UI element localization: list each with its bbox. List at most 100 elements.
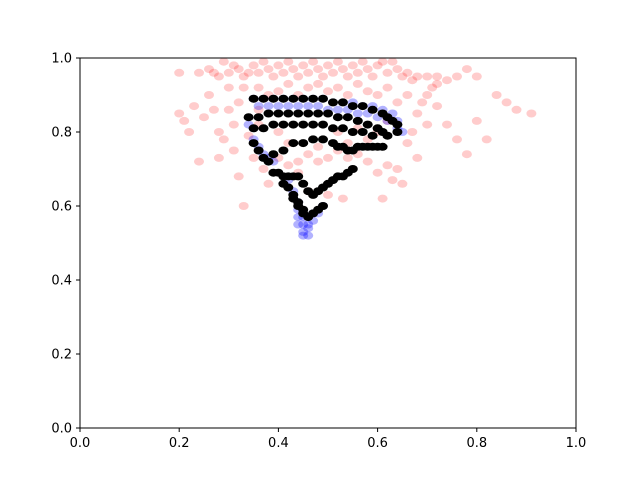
point-red bbox=[337, 194, 348, 203]
point-blue bbox=[273, 102, 284, 111]
point-red bbox=[342, 153, 353, 162]
x-tick-label: 0.6 bbox=[367, 436, 388, 451]
point-red bbox=[422, 91, 433, 99]
point-red bbox=[382, 161, 393, 170]
point-red bbox=[174, 109, 185, 118]
point-red bbox=[526, 109, 537, 118]
point-black bbox=[273, 109, 284, 118]
point-black bbox=[263, 109, 274, 118]
point-red bbox=[213, 153, 224, 162]
point-red bbox=[397, 179, 408, 188]
point-red bbox=[238, 83, 249, 92]
point-red bbox=[328, 68, 338, 77]
point-red bbox=[283, 161, 294, 170]
y-axis: 0.0 0.2 0.4 0.6 0.8 1.0 bbox=[51, 52, 80, 437]
point-red bbox=[442, 76, 452, 85]
point-red bbox=[332, 83, 343, 92]
point-red bbox=[432, 102, 443, 111]
point-red bbox=[223, 68, 234, 77]
point-red bbox=[471, 72, 482, 81]
point-blue bbox=[283, 102, 294, 111]
x-tick-label: 0.2 bbox=[169, 436, 190, 451]
point-red bbox=[452, 135, 462, 144]
point-black bbox=[288, 194, 299, 203]
point-red bbox=[461, 65, 472, 74]
point-black bbox=[347, 165, 358, 173]
point-red bbox=[402, 68, 413, 77]
point-black bbox=[332, 113, 343, 122]
point-blue bbox=[303, 102, 314, 111]
point-red bbox=[352, 68, 363, 77]
point-red bbox=[422, 120, 433, 129]
point-blue bbox=[293, 220, 304, 229]
point-blue bbox=[332, 105, 343, 114]
y-tick-label: 0.6 bbox=[51, 200, 72, 215]
point-black bbox=[392, 128, 403, 136]
point-black bbox=[367, 131, 378, 140]
point-red bbox=[407, 128, 418, 136]
series-black bbox=[243, 94, 403, 222]
point-blue bbox=[263, 102, 274, 111]
point-red bbox=[293, 157, 304, 166]
point-red bbox=[392, 98, 403, 107]
point-red bbox=[303, 68, 314, 77]
x-tick-label: 1.0 bbox=[566, 436, 587, 451]
point-black bbox=[337, 124, 348, 133]
point-red bbox=[174, 68, 185, 77]
point-black bbox=[293, 109, 304, 118]
point-red bbox=[194, 157, 204, 166]
point-red bbox=[268, 72, 279, 81]
point-red bbox=[387, 57, 398, 66]
point-red bbox=[382, 68, 393, 77]
point-red bbox=[273, 128, 284, 136]
point-red bbox=[352, 79, 363, 88]
point-red bbox=[372, 168, 383, 177]
point-black bbox=[293, 202, 304, 210]
point-red bbox=[233, 65, 244, 74]
point-red bbox=[208, 68, 219, 77]
point-black bbox=[308, 94, 319, 103]
point-black bbox=[392, 120, 403, 129]
point-red bbox=[417, 98, 428, 107]
point-red bbox=[501, 98, 512, 107]
point-red bbox=[283, 57, 294, 66]
point-blue bbox=[298, 231, 309, 240]
point-red bbox=[461, 150, 472, 159]
point-red bbox=[313, 157, 324, 166]
point-red bbox=[233, 172, 244, 181]
point-red bbox=[407, 76, 418, 85]
point-red bbox=[377, 57, 388, 66]
point-red bbox=[323, 87, 333, 96]
point-red bbox=[253, 68, 264, 77]
point-red bbox=[392, 165, 403, 173]
point-red bbox=[213, 72, 224, 81]
point-red bbox=[208, 105, 219, 114]
point-black bbox=[288, 139, 299, 148]
point-red bbox=[189, 102, 200, 111]
point-black bbox=[318, 135, 328, 144]
y-tick-label: 0.2 bbox=[51, 348, 72, 363]
point-black bbox=[258, 94, 269, 103]
point-red bbox=[213, 128, 224, 136]
point-black bbox=[278, 94, 289, 103]
point-red bbox=[238, 72, 249, 81]
point-red bbox=[347, 61, 358, 70]
point-red bbox=[273, 61, 284, 70]
point-red bbox=[228, 146, 239, 155]
y-tick-label: 0.4 bbox=[51, 274, 72, 289]
point-blue bbox=[303, 224, 314, 233]
point-red bbox=[218, 135, 229, 144]
point-red bbox=[248, 61, 259, 70]
point-red bbox=[367, 72, 378, 81]
point-black bbox=[357, 128, 368, 136]
point-black bbox=[298, 179, 309, 188]
x-tick-label: 0.4 bbox=[268, 436, 289, 451]
point-red bbox=[288, 65, 299, 74]
point-red bbox=[218, 57, 229, 66]
point-black bbox=[303, 109, 314, 118]
point-black bbox=[362, 120, 373, 129]
point-black bbox=[337, 98, 348, 107]
x-axis: 0.0 0.2 0.4 0.6 0.8 1.0 bbox=[70, 428, 587, 451]
point-red bbox=[258, 165, 269, 173]
